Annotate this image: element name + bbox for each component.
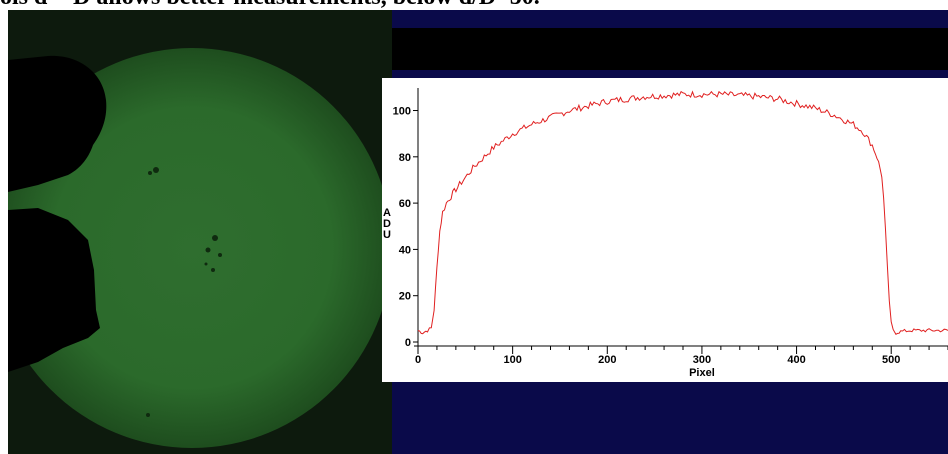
x-tick-label: 200 bbox=[598, 354, 616, 366]
profile-plot-window: ADU 0 20 40 60 80 100 0 100 200 300 400 500 Pixel bbox=[382, 78, 948, 382]
x-axis-label: Pixel bbox=[689, 367, 715, 379]
x-tick-label: 0 bbox=[415, 354, 421, 366]
x-tick-label: 500 bbox=[882, 354, 900, 366]
solar-disk-svg bbox=[8, 48, 392, 448]
sun-disk bbox=[8, 48, 392, 448]
axes bbox=[414, 88, 948, 347]
sunspots bbox=[146, 167, 222, 417]
y-tick-label: 40 bbox=[399, 244, 411, 256]
x-tick-label: 300 bbox=[693, 354, 711, 366]
ticks: 0 20 40 60 80 100 0 100 200 300 400 500 bbox=[393, 106, 948, 366]
y-axis-label: ADU bbox=[383, 207, 391, 241]
y-tick-label: 60 bbox=[399, 198, 411, 210]
y-tick-label: 100 bbox=[393, 106, 411, 118]
profile-plot: 0 20 40 60 80 100 0 100 200 300 400 500 Pixel bbox=[393, 88, 948, 379]
y-tick-label: 0 bbox=[405, 337, 411, 349]
x-tick-label: 400 bbox=[787, 354, 805, 366]
observer-silhouette bbox=[8, 55, 107, 372]
solar-disk-image bbox=[8, 10, 392, 454]
caption-text: ols d = D allows better measurements, be… bbox=[0, 0, 948, 8]
x-tick-label: 100 bbox=[503, 354, 521, 366]
y-tick-label: 20 bbox=[399, 291, 411, 303]
black-bar bbox=[392, 28, 948, 70]
intensity-profile-line bbox=[417, 90, 948, 335]
y-tick-label: 80 bbox=[399, 152, 411, 164]
